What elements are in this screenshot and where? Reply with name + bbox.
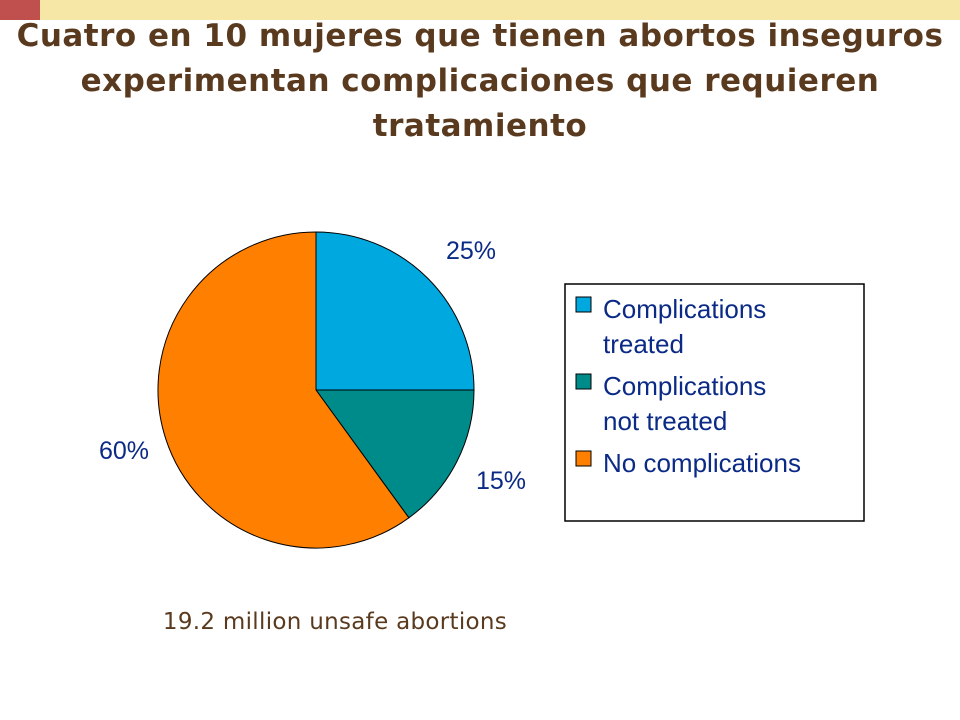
corner-accent-block xyxy=(0,0,40,20)
pie-slices xyxy=(157,231,475,549)
slice-value-label: 15% xyxy=(476,467,526,495)
pie-slice-no-complications xyxy=(157,231,410,549)
legend-label: Complications xyxy=(603,371,766,401)
legend-frame xyxy=(564,283,865,522)
slide-title: Cuatro en 10 mujeres que tienen abortos … xyxy=(16,18,944,144)
legend-label: Complications xyxy=(603,294,766,324)
legend-label: No complications xyxy=(603,448,801,478)
pie-slice-complications-treated xyxy=(315,231,475,391)
legend-label: not treated xyxy=(603,406,727,436)
legend-label: treated xyxy=(603,329,684,359)
pie-slice-complications-not-treated xyxy=(315,389,475,519)
slice-value-label: 25% xyxy=(446,237,496,265)
legend-swatch xyxy=(575,373,592,390)
chart-footnote: 19.2 million unsafe abortions xyxy=(162,609,508,635)
top-accent-bar xyxy=(40,0,960,20)
pie-value-labels: 25% 15% 60% xyxy=(99,237,526,495)
slice-value-label: 60% xyxy=(99,437,149,465)
legend-swatch xyxy=(575,296,592,313)
legend-swatch xyxy=(575,450,592,467)
chart-legend: Complications treated Complications not tre… xyxy=(564,283,865,522)
